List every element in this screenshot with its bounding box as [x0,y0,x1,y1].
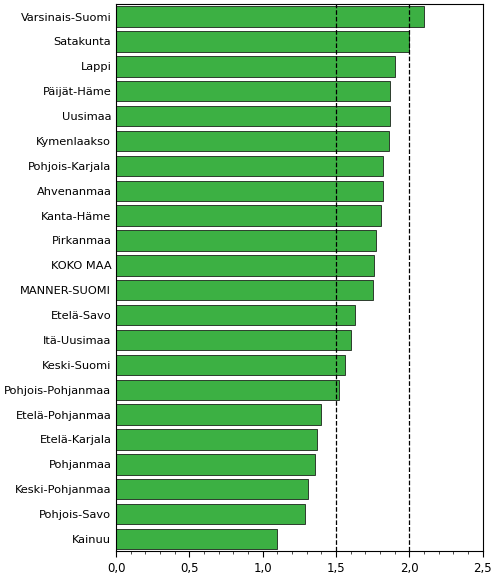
Bar [116,156,383,176]
Bar [116,206,381,226]
Bar [116,504,305,525]
Bar [116,529,277,549]
Bar [116,31,409,52]
Bar [116,454,315,475]
Bar [116,305,355,325]
Bar [116,479,308,500]
Bar [116,81,390,101]
Bar [116,255,374,276]
Bar [116,106,390,126]
Bar [116,330,351,350]
Bar [116,379,339,400]
Bar [116,6,424,27]
Bar [116,404,321,425]
Bar [116,56,395,76]
Bar [116,131,389,151]
Bar [116,230,375,251]
Bar [116,181,383,201]
Bar [116,280,372,301]
Bar [116,429,317,450]
Bar [116,355,345,375]
